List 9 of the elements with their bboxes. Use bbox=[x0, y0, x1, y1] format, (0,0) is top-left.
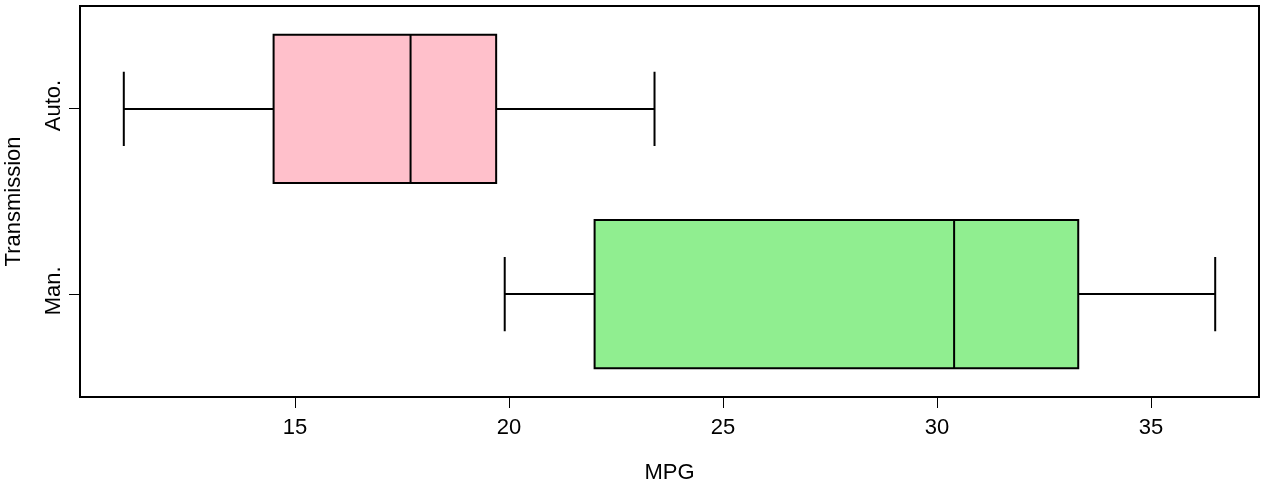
y-tick-label: Auto. bbox=[40, 79, 66, 132]
y-axis-title: Transmission bbox=[0, 136, 25, 267]
y-tick-label: Man. bbox=[40, 266, 66, 316]
x-axis-title: MPG bbox=[644, 458, 695, 484]
x-tick-label: 15 bbox=[282, 414, 308, 440]
x-tick-label: 35 bbox=[1138, 414, 1164, 440]
x-tick-label: 25 bbox=[710, 414, 736, 440]
x-tick-label: 30 bbox=[924, 414, 950, 440]
x-tick-label: 20 bbox=[496, 414, 522, 440]
